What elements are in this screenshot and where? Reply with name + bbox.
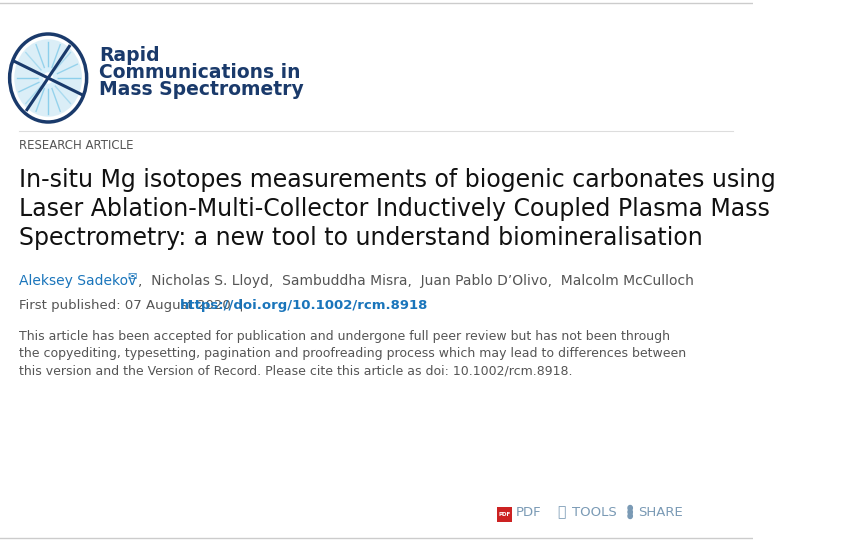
Circle shape xyxy=(628,513,632,519)
Text: PDF: PDF xyxy=(515,506,541,519)
Text: 🔧: 🔧 xyxy=(557,505,566,519)
Text: PDF: PDF xyxy=(499,512,511,517)
FancyBboxPatch shape xyxy=(497,507,512,522)
Text: the copyediting, typesetting, pagination and proofreading process which may lead: the copyediting, typesetting, pagination… xyxy=(19,347,686,360)
Text: Rapid: Rapid xyxy=(99,46,159,65)
Text: Communications in: Communications in xyxy=(99,63,300,82)
Text: In-situ Mg isotopes measurements of biogenic carbonates using: In-situ Mg isotopes measurements of biog… xyxy=(19,168,776,192)
Text: https://doi.org/10.1002/rcm.8918: https://doi.org/10.1002/rcm.8918 xyxy=(180,299,427,312)
Ellipse shape xyxy=(15,39,82,117)
Text: ✉: ✉ xyxy=(127,272,136,282)
Text: SHARE: SHARE xyxy=(638,506,683,519)
Circle shape xyxy=(628,506,632,511)
Text: ‹: ‹ xyxy=(627,502,634,520)
Circle shape xyxy=(40,68,57,88)
Text: First published: 07 August 2020  |: First published: 07 August 2020 | xyxy=(19,299,252,312)
Text: Aleksey Sadekov: Aleksey Sadekov xyxy=(19,274,137,288)
Text: ,  Nicholas S. Lloyd,  Sambuddha Misra,  Juan Pablo D’Olivo,  Malcolm McCulloch: , Nicholas S. Lloyd, Sambuddha Misra, Ju… xyxy=(138,274,694,288)
Text: Laser Ablation-Multi-Collector Inductively Coupled Plasma Mass: Laser Ablation-Multi-Collector Inductive… xyxy=(19,197,771,221)
Text: this version and the Version of Record. Please cite this article as doi: 10.1002: this version and the Version of Record. … xyxy=(19,364,573,377)
Text: RESEARCH ARTICLE: RESEARCH ARTICLE xyxy=(19,139,134,152)
Text: Spectrometry: a new tool to understand biomineralisation: Spectrometry: a new tool to understand b… xyxy=(19,226,703,250)
Text: This article has been accepted for publication and undergone full peer review bu: This article has been accepted for publi… xyxy=(19,330,670,343)
Text: Mass Spectrometry: Mass Spectrometry xyxy=(99,80,304,99)
Circle shape xyxy=(44,73,52,83)
Circle shape xyxy=(628,509,632,514)
Text: TOOLS: TOOLS xyxy=(572,506,617,519)
